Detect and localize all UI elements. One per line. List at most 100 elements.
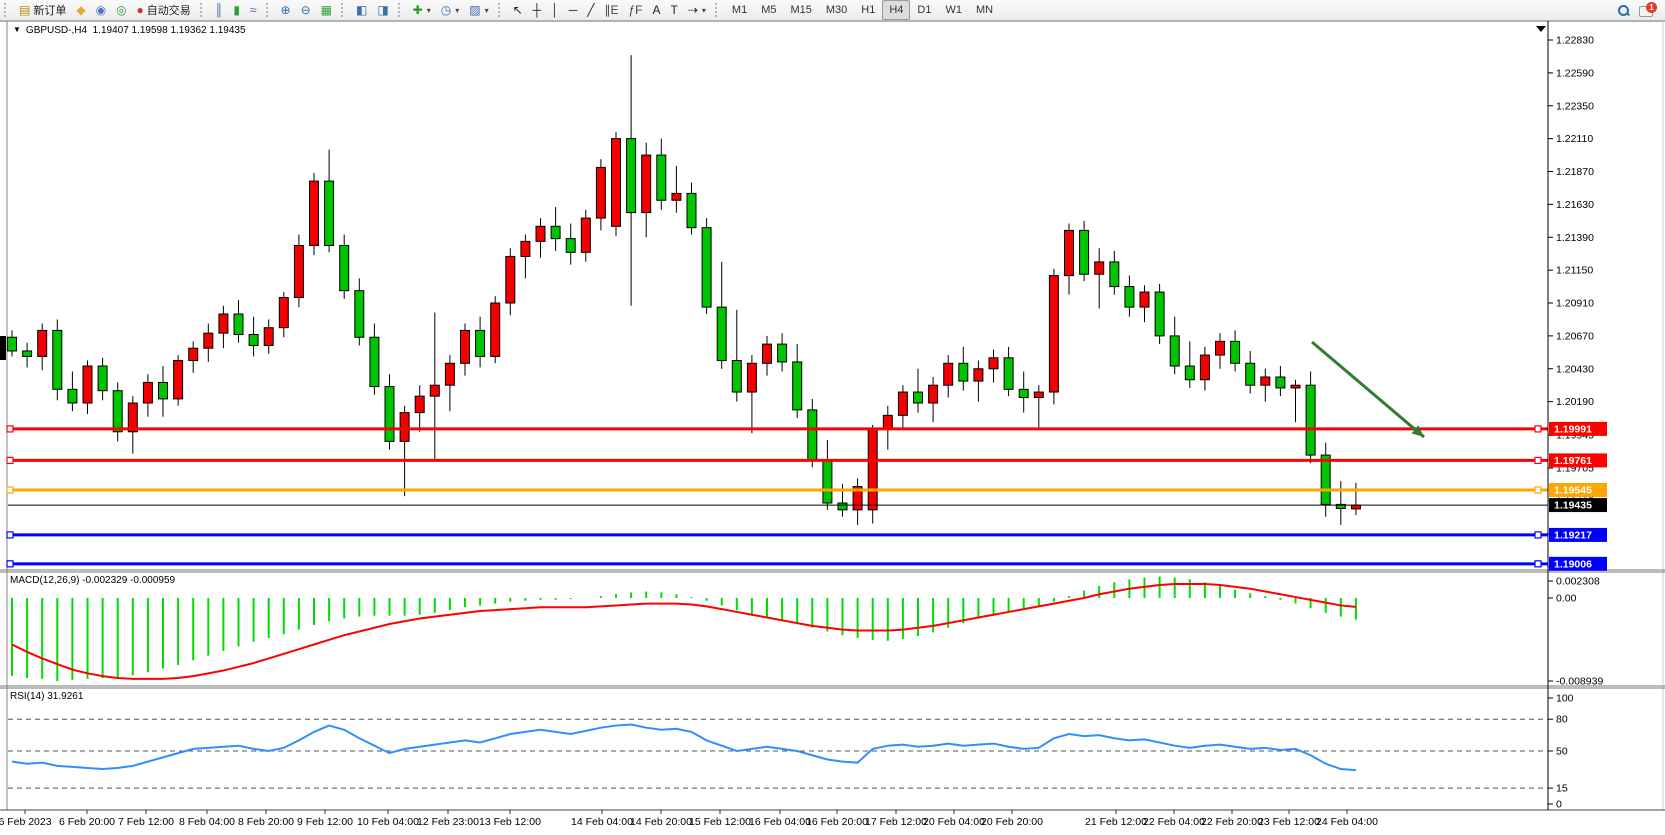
candle-body: [52, 329, 63, 390]
dropdown-caret-icon: ▾: [455, 5, 460, 15]
candle-body: [233, 313, 244, 336]
date-label: 15 Feb 12:00: [689, 816, 751, 828]
bar-chart-button-icon: ║: [214, 3, 224, 17]
date-label: 16 Feb 04:00: [749, 816, 811, 828]
hline-handle[interactable]: [6, 425, 14, 433]
zoom-out-button[interactable]: ⊖: [296, 0, 316, 20]
cursor-button[interactable]: ↖: [508, 0, 528, 20]
text-label-button-icon: T: [670, 3, 678, 17]
text-button-icon: A: [652, 3, 661, 17]
candle-body: [777, 343, 788, 363]
timeframe-d1-button[interactable]: D1: [917, 4, 932, 16]
axis-tick-label: 1.21150: [1556, 265, 1593, 277]
candle-body: [1305, 384, 1316, 456]
arrows-button-icon: ⇢: [687, 3, 698, 17]
toolbar-grip: [4, 3, 11, 17]
new-chart-button[interactable]: ◧: [351, 0, 372, 20]
date-label: 13 Feb 12:00: [479, 816, 541, 828]
horizontal-line-button-icon: ─: [568, 3, 578, 17]
toolbar-grip: [340, 3, 348, 17]
hline-handle[interactable]: [1534, 486, 1542, 494]
axis-tick-label: 1.21630: [1556, 199, 1594, 211]
timeframe-m30-button[interactable]: M30: [825, 4, 848, 16]
chart-window: 1.22830 1.22590 1.22350 1.22110 1.21870 1.216…: [0, 20, 1665, 835]
new-order-button[interactable]: ▤ 新订单: [14, 0, 71, 20]
timeframe-m1-button[interactable]: M1: [731, 4, 748, 16]
toolbar-grip: [714, 3, 722, 17]
hline-handle[interactable]: [1534, 531, 1542, 539]
search-icon[interactable]: [1618, 4, 1631, 16]
periods-button[interactable]: ◷ ▾: [436, 0, 465, 20]
candle-body: [1079, 229, 1090, 275]
bar-chart-button[interactable]: ║: [210, 0, 229, 20]
line-chart-button[interactable]: ≈: [245, 0, 262, 20]
candle-body: [822, 460, 833, 504]
crosshair-button[interactable]: ┼: [528, 0, 547, 20]
date-label: 22 Feb 04:00: [1143, 816, 1205, 828]
indicators-button[interactable]: ✚ ▾: [408, 0, 436, 20]
new-order-button-label: 新订单: [33, 5, 67, 17]
profiles-button-icon: ◨: [377, 3, 389, 17]
hline-handle[interactable]: [6, 531, 14, 539]
arrows-button[interactable]: ⇢ ▾: [683, 0, 711, 20]
tile-windows-button[interactable]: ▦: [316, 0, 337, 20]
signals-button[interactable]: ◎: [111, 0, 131, 20]
candle-body: [248, 334, 259, 346]
candle-body: [505, 255, 516, 304]
chart-shift-marker-icon[interactable]: [1536, 26, 1546, 32]
community-button[interactable]: ◉: [91, 0, 111, 20]
hline-handle[interactable]: [6, 456, 14, 465]
timeframe-m15-button[interactable]: M15: [790, 4, 812, 16]
date-label: 6 Feb 20:00: [59, 816, 115, 828]
text-label-button[interactable]: T: [665, 0, 682, 20]
hline-handle[interactable]: [1534, 456, 1542, 465]
notifications-icon[interactable]: 1: [1639, 2, 1657, 17]
candlestick-button[interactable]: ▮: [228, 0, 245, 20]
rsi-axis-label: 80: [1556, 714, 1568, 726]
candle-body: [218, 313, 229, 334]
timeframe-w1-button[interactable]: W1: [945, 4, 962, 16]
axis-tick-label: 1.20670: [1556, 330, 1594, 342]
styler-button[interactable]: ◆: [71, 0, 90, 20]
zoom-in-button[interactable]: ⊕: [276, 0, 296, 20]
candle-body: [1154, 291, 1165, 337]
horizontal-lines: [6, 425, 1548, 568]
hline-handle[interactable]: [6, 560, 14, 568]
channel-button[interactable]: ∥E: [599, 0, 623, 20]
candle-body: [792, 361, 803, 411]
date-label: 20 Feb 20:00: [981, 816, 1043, 828]
templates-button[interactable]: ▨ ▾: [464, 0, 493, 20]
trendline-button[interactable]: ╱: [582, 0, 599, 20]
macd-indicator-label: MACD(12,26,9) -0.002329 -0.000959: [10, 575, 176, 586]
hline-handle[interactable]: [1534, 425, 1542, 433]
timeframe-h1-button[interactable]: H1: [861, 4, 876, 16]
candle-body: [1169, 335, 1180, 367]
timeframe-h4-button[interactable]: H4: [882, 0, 911, 20]
candle-body: [1109, 261, 1120, 288]
timeframe-m5-button[interactable]: M5: [761, 4, 777, 16]
price-tag: [1549, 483, 1607, 497]
candle-body: [656, 154, 667, 201]
candle-body: [1335, 503, 1346, 509]
candle-body: [1033, 391, 1044, 399]
profiles-button[interactable]: ◨: [372, 0, 393, 20]
candle-body: [278, 297, 289, 329]
hline-handle[interactable]: [6, 486, 14, 494]
vertical-line-button[interactable]: │: [546, 0, 564, 20]
hline-handle[interactable]: [1534, 560, 1542, 568]
fibonacci-button[interactable]: ƒF: [623, 0, 647, 20]
candle-body: [1184, 365, 1195, 381]
arrow-annotation[interactable]: [1311, 340, 1425, 439]
candle-body: [460, 329, 470, 364]
arrow-line[interactable]: [1311, 340, 1425, 439]
horizontal-line-button[interactable]: ─: [564, 0, 583, 20]
time-axis[interactable]: 6 Feb 2023 6 Feb 20:00 7 Feb 12:00 8 Feb 04…: [0, 810, 1378, 828]
timeframe-mn-button[interactable]: MN: [975, 4, 994, 16]
candle-body: [142, 381, 153, 404]
text-button[interactable]: A: [647, 0, 665, 20]
toolbar-grip: [397, 3, 405, 17]
autotrading-button[interactable]: ● 自动交易: [132, 0, 196, 20]
date-label: 20 Feb 04:00: [923, 816, 985, 828]
candle-body: [520, 240, 531, 257]
candle-body: [837, 502, 848, 511]
